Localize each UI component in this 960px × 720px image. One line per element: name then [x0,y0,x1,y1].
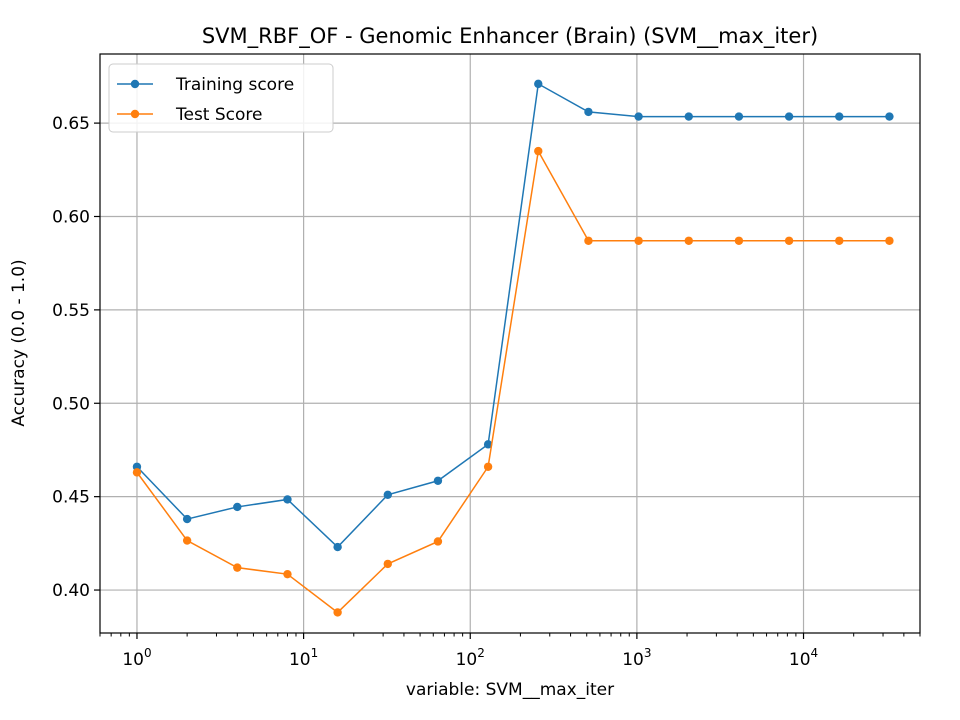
data-point [734,236,744,245]
data-point [333,608,342,617]
x-tick-label-base: 10 [122,650,144,670]
data-point [333,542,342,552]
data-point [433,476,443,485]
data-point [233,502,242,512]
data-point [534,79,543,89]
data-point [383,559,392,569]
legend-label-test: Test Score [175,105,263,125]
data-point [885,112,894,121]
x-tick-label-exponent: 4 [811,646,819,660]
data-point [584,236,593,245]
x-tick-label: 101 [289,646,318,670]
x-tick-label-base: 10 [456,650,478,670]
chart-title: SVM_RBF_OF - Genomic Enhancer (Brain) (S… [202,24,818,49]
y-tick-label: 0.60 [52,207,90,227]
data-point [182,536,192,545]
x-tick-label-exponent: 2 [477,646,485,660]
data-point [634,112,643,121]
data-point [433,537,443,546]
x-tick-label-exponent: 3 [644,646,652,660]
legend: Training score Test Score [108,63,334,133]
data-point [534,146,543,156]
data-point [283,569,292,579]
data-point [483,440,493,449]
x-tick-label: 103 [622,646,651,670]
data-point [584,107,593,117]
data-point [835,236,844,245]
y-tick-label: 0.40 [52,581,90,601]
data-point [684,236,693,245]
legend-marker-test [130,109,140,119]
x-tick-label-base: 10 [789,650,811,670]
data-point [233,563,242,572]
legend-marker-training [130,79,140,89]
y-axis-label: Accuracy (0.0 - 1.0) [9,259,29,426]
data-point [283,495,292,504]
plot-frame [99,53,921,634]
x-axis-label: variable: SVM__max_iter [406,680,614,700]
data-point [784,236,794,245]
data-point [634,236,643,245]
x-tick-label-base: 10 [289,650,311,670]
legend-label-training: Training score [175,75,294,95]
data-point [182,514,192,524]
x-tick-label: 102 [456,646,485,670]
x-tick-label-base: 10 [622,650,644,670]
x-tick-label-exponent: 1 [311,646,319,660]
y-tick-label: 0.50 [52,394,90,414]
data-point [483,462,493,471]
x-tick-label: 100 [122,646,151,670]
x-tick-label-exponent: 0 [144,646,152,660]
series-line-training [136,82,890,549]
data-point [835,112,844,121]
data-point [734,112,744,121]
series-line-test [136,148,890,614]
grid [100,54,920,633]
data-point [383,490,392,499]
data-point [885,236,894,245]
x-tick-label: 104 [789,646,818,670]
data-point [132,468,142,477]
legend-box [108,63,334,133]
y-tick-label: 0.55 [52,301,90,321]
series-layer [132,79,894,617]
data-point [784,112,794,121]
data-point [684,112,693,121]
y-tick-label: 0.65 [52,114,90,134]
y-tick-label: 0.45 [52,488,90,508]
